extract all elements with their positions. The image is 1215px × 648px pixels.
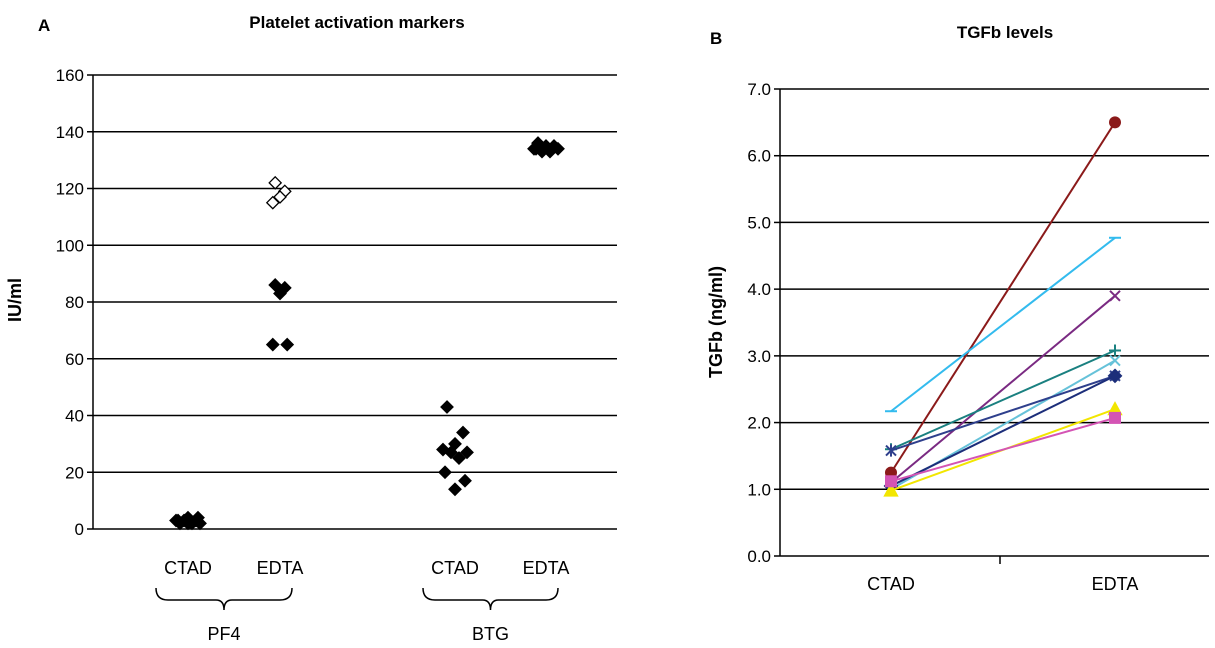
panel-a-y-tick-label: 80 (65, 293, 84, 312)
panel-b-category-label: EDTA (1092, 574, 1139, 594)
panel-a-y-tick-label: 140 (56, 123, 84, 142)
panel-a-data-point (171, 513, 185, 528)
panel-a-category-labels: CTAD EDTA CTAD EDTA (164, 558, 569, 578)
panel-b-y-tick-label: 6.0 (747, 147, 771, 166)
panel-b-series (885, 411, 1121, 488)
panel-a-data-point (529, 141, 543, 156)
panel-b-series-line (890, 416, 1116, 483)
panel-a-data-point (268, 175, 283, 190)
panel-a-data-point (440, 400, 454, 414)
panel-a-data-point (438, 465, 452, 480)
panel-a-y-ticks: 0 20 40 60 80 100 120 140 160 (56, 66, 84, 539)
panel-b-marker (1109, 290, 1121, 302)
panel-b-series-lines (883, 116, 1123, 497)
panel-a-data-point (456, 425, 470, 440)
panel-b-y-axis-label: TGFb (ng/ml) (706, 266, 726, 378)
panel-b-series-line (890, 374, 1116, 487)
panel-a-data-point (444, 445, 458, 460)
panel-a-group-braces: PF4 BTG (155, 587, 559, 644)
panel-a: A Platelet activation markers IU/ml 0 20 4… (5, 13, 617, 644)
panel-a-data-point (543, 144, 557, 159)
panel-b-marker (883, 482, 899, 497)
panel-a-data-point (458, 473, 472, 488)
panel-b-series-line (890, 236, 1116, 413)
panel-a-y-tick-label: 120 (56, 180, 84, 199)
panel-b-y-tick-label: 7.0 (747, 80, 771, 99)
panel-b-series (885, 116, 1121, 479)
panel-a-data-point (460, 445, 474, 460)
panel-a-data-point (280, 337, 295, 352)
panel-a-letter: A (38, 16, 50, 35)
panel-a-y-tick-label: 0 (75, 520, 84, 539)
panel-a-gridlines (87, 74, 617, 530)
panel-a-title: Platelet activation markers (249, 13, 464, 32)
panel-b-y-tick-label: 2.0 (747, 414, 771, 433)
panel-a-data-point (265, 195, 280, 210)
panel-b-y-tick-label: 4.0 (747, 280, 771, 299)
panel-a-group-brace (155, 587, 293, 611)
panel-a-category-label: EDTA (523, 558, 570, 578)
panel-b-gridlines (774, 88, 1209, 564)
panel-b-series-line (890, 349, 1116, 451)
panel-b-y-tick-label: 1.0 (747, 480, 771, 499)
panel-a-category-label: CTAD (164, 558, 212, 578)
panel-a-data-point (273, 286, 287, 301)
panel-a-data-point (452, 451, 466, 465)
panel-a-y-tick-label: 40 (65, 407, 84, 426)
panel-a-category-label: CTAD (431, 558, 479, 578)
panel-b-marker (885, 475, 897, 488)
panel-a-group-label: BTG (472, 624, 509, 644)
panel-b-marker (1107, 368, 1123, 384)
panel-b-marker (885, 444, 897, 457)
panel-a-points (169, 136, 565, 531)
panel-a-y-tick-label: 160 (56, 66, 84, 85)
panel-a-y-axis-label: IU/ml (5, 278, 25, 322)
panel-a-data-point (448, 482, 462, 497)
panel-b-y-tick-label: 0.0 (747, 547, 771, 566)
panel-b-marker (1109, 411, 1121, 424)
panel-b-series (885, 290, 1121, 489)
panel-b-y-tick-label: 3.0 (747, 347, 771, 366)
panel-b-series (885, 344, 1121, 456)
panel-a-group-brace (422, 587, 559, 611)
panel-b-category-labels: CTAD EDTA (867, 574, 1138, 594)
panel-b-marker (1109, 344, 1121, 357)
panel-b-marker (1109, 354, 1121, 367)
panel-b-y-ticks: 0.0 1.0 2.0 3.0 4.0 5.0 6.0 7.0 (747, 80, 771, 566)
panel-b-series-line (890, 121, 1116, 474)
panel-b: B TGFb levels TGFb (ng/ml) 0.0 1.0 2.0 3.0 4… (706, 23, 1209, 594)
panel-a-data-point (265, 337, 280, 352)
panel-a-group-label: PF4 (207, 624, 240, 644)
panel-a-data-point (191, 510, 205, 525)
panel-b-series-line (890, 374, 1116, 452)
panel-b-category-label: CTAD (867, 574, 915, 594)
panel-a-y-tick-label: 60 (65, 350, 84, 369)
panel-a-y-tick-label: 20 (65, 463, 84, 482)
panel-b-marker (1109, 116, 1121, 129)
panel-a-category-label: EDTA (257, 558, 304, 578)
panel-a-y-tick-label: 100 (56, 236, 84, 255)
panel-b-series (885, 369, 1121, 457)
panel-b-series-line (890, 295, 1116, 484)
panel-a-data-point (181, 516, 195, 531)
panel-b-letter: B (710, 29, 722, 48)
panel-b-series (885, 236, 1121, 413)
panel-b-title: TGFb levels (957, 23, 1053, 42)
panel-b-y-tick-label: 5.0 (747, 213, 771, 232)
